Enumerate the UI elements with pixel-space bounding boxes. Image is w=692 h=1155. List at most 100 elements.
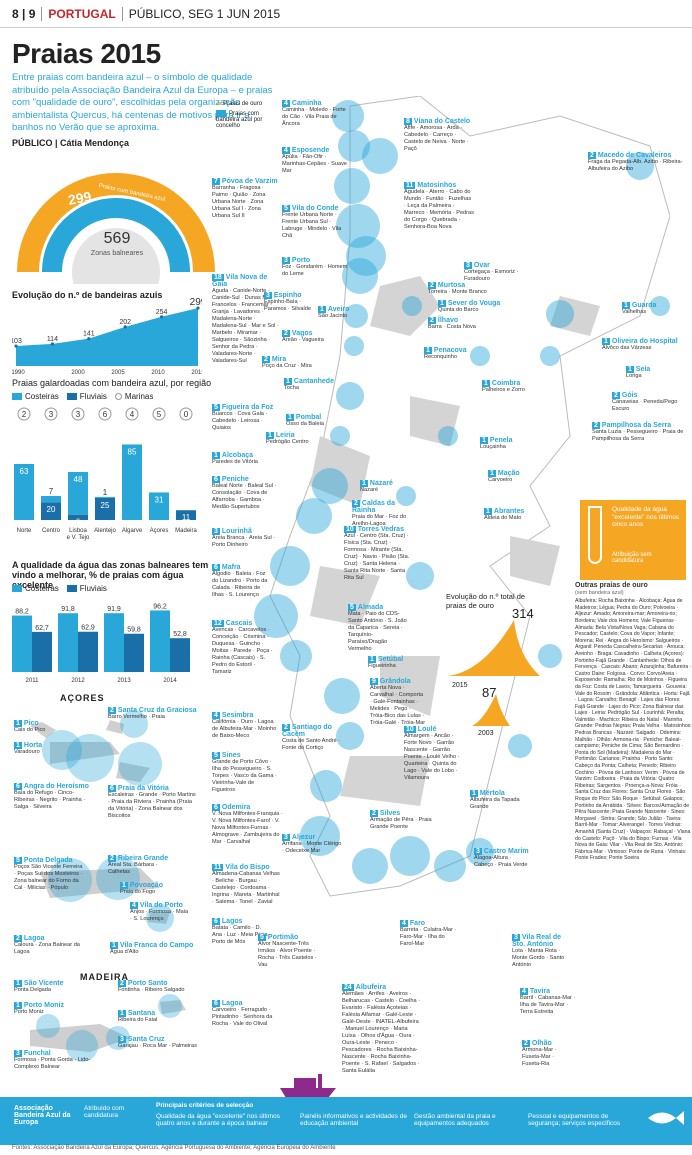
municipality-name: 8 Viana do Castelo bbox=[404, 118, 474, 125]
beach-list: Alvor Nascente-Três Irmãos · Alvor Poent… bbox=[258, 941, 317, 968]
municipality-box: 18 Vila Nova de Gaia Aguda · Canide-Norte … bbox=[212, 274, 280, 365]
evolution-area bbox=[16, 308, 198, 366]
beach-list: Caminha · Moledo · Forte do Cão · Vila P… bbox=[282, 107, 346, 127]
count-badge: 1 bbox=[120, 882, 128, 889]
beach-list: Barranha · Fragosa · Paimo · Quião · Zon… bbox=[212, 185, 266, 219]
other-gold-title: Outras praias de ouro bbox=[575, 582, 648, 589]
year-label: 2014 bbox=[163, 678, 177, 684]
bar-value: 11 bbox=[182, 513, 191, 522]
municipality-name: 1 Nazaré bbox=[360, 480, 418, 487]
count-badge: 3 bbox=[282, 834, 290, 841]
bar-fluviais bbox=[41, 502, 61, 520]
count-badge: 10 bbox=[344, 526, 356, 533]
municipality-name: Ribeira Grande bbox=[117, 855, 169, 862]
municipality-name: Faro bbox=[409, 920, 426, 927]
marina-marker bbox=[179, 407, 193, 421]
count-badge: 4 bbox=[282, 147, 290, 154]
municipality-name: Almada bbox=[357, 604, 384, 611]
municipality-box: 4 Caminha Caminha · Moledo · Forte do Cão … bbox=[282, 100, 348, 128]
count-badge: 6 bbox=[212, 1000, 220, 1007]
evolution-point bbox=[87, 337, 91, 341]
criterion-2: Painéis informativos e actividades de ed… bbox=[300, 1113, 407, 1127]
count-badge: 1 bbox=[286, 414, 294, 421]
azores-name: 1 Horta bbox=[14, 742, 54, 749]
count-badge: 2 bbox=[612, 392, 620, 399]
count-badge: 6 bbox=[108, 785, 116, 792]
municipality-name: Santa Cruz da Graciosa bbox=[117, 707, 197, 714]
beach-list: Albufeira da Tapada Grande bbox=[470, 797, 520, 810]
municipality-name: Vila Nova de Gaia bbox=[212, 274, 268, 288]
test-tube-icon bbox=[588, 506, 602, 564]
gold-value-2015: 314 bbox=[512, 606, 534, 621]
gold-value-2003: 87 bbox=[482, 685, 497, 700]
count-badge: 3 bbox=[512, 934, 520, 941]
municipality-name: 1 Cantanhede bbox=[284, 378, 334, 385]
count-badge: 1 bbox=[602, 338, 610, 345]
category-label: Madeira bbox=[175, 528, 197, 534]
municipality-name: Alcobaça bbox=[221, 452, 254, 459]
madeira-box: 1 Santana Ribeira do Faial bbox=[118, 1010, 198, 1024]
municipality-name: 1 Aveiro bbox=[318, 306, 358, 313]
count-badge: 1 bbox=[484, 508, 492, 515]
count-badge: 2 bbox=[370, 810, 378, 817]
beach-list: V. Nova Milfontes-Franquia · V. Nova Mil… bbox=[212, 811, 283, 845]
municipality-box: 3 Porto Foz · Gondarém · Homem do Leme bbox=[282, 257, 352, 278]
bar-value: 25 bbox=[101, 501, 110, 510]
municipality-name: 1 Abrantes bbox=[484, 508, 540, 515]
bar-fluviais bbox=[32, 631, 52, 672]
bar-value: 96,2 bbox=[153, 603, 167, 610]
count-badge: 1 bbox=[110, 942, 118, 949]
bar-fluviais bbox=[68, 514, 88, 520]
azores-box: 1 Vila Franca do Campo Água d'Alto bbox=[110, 942, 200, 956]
azores-box: 1 Horta Varadouro bbox=[14, 742, 54, 756]
municipality-name: 4 Faro bbox=[400, 920, 460, 927]
count-badge: 3 bbox=[14, 1050, 22, 1057]
beach-list: Canaveias · Peneda/Pego Escuro bbox=[612, 399, 678, 412]
marina-value: 3 bbox=[76, 410, 81, 419]
bar-costeiras bbox=[41, 496, 61, 503]
regions-legend: Costeiras Fluviais Marinas bbox=[12, 392, 153, 401]
bar-value: 62,9 bbox=[81, 625, 95, 632]
municipality-box: 1 Coimbra Palheiros e Zorro bbox=[482, 380, 532, 394]
municipality-box: 1 Nazaré Nazaré bbox=[360, 480, 418, 494]
beach-list: Frente Urbana Norte · Frente Urbana Sul … bbox=[282, 212, 342, 239]
bar-value: 7 bbox=[49, 487, 54, 496]
regions-title: Praias galardoadas com bandeira azul, po… bbox=[12, 378, 212, 388]
municipality-box: 6 Odemira V. Nova Milfontes-Franquia · V. … bbox=[212, 804, 288, 846]
beach-list: Almargem · Ancão · Forte Novo · Garrão N… bbox=[404, 733, 460, 781]
count-badge: 24 bbox=[342, 984, 354, 991]
municipality-name: Santa Cruz bbox=[127, 1036, 165, 1043]
beach-list: Baleal Norte · Baleal Sul · Consolação ·… bbox=[212, 483, 277, 510]
beach-list: Tocha bbox=[284, 385, 299, 391]
municipality-name: Porto Moniz bbox=[23, 1002, 64, 1009]
municipality-name: Vila do Porto bbox=[139, 902, 183, 909]
municipality-name: 1 Coimbra bbox=[482, 380, 532, 387]
evolution-value: 114 bbox=[47, 336, 58, 343]
count-badge: 3 bbox=[212, 528, 220, 535]
municipality-name: Torres Vedras bbox=[357, 526, 404, 533]
municipality-name: Cantanhede bbox=[293, 378, 334, 385]
municipality-name: Guarda bbox=[631, 302, 657, 309]
municipality-name: Santana bbox=[127, 1010, 156, 1017]
madeira-name: 3 Funchal bbox=[14, 1050, 94, 1057]
municipality-box: 3 Lourinhã Areia Branca · Areia Sul · Port… bbox=[212, 528, 278, 549]
other-gold-subtitle: (sem bandeira azul) bbox=[575, 589, 624, 596]
count-badge: 3 bbox=[464, 262, 472, 269]
marina-value: 2 bbox=[22, 410, 27, 419]
count-badge: 6 bbox=[212, 804, 220, 811]
municipality-box: 1 Penacova Reconquinho bbox=[424, 347, 484, 361]
count-badge: 2 bbox=[118, 980, 126, 987]
fish-icon bbox=[648, 1111, 684, 1125]
municipality-name: Ílhavo bbox=[437, 317, 459, 324]
count-badge: 4 bbox=[130, 902, 138, 909]
municipality-name: Povoação bbox=[129, 882, 163, 889]
evolution-point bbox=[196, 306, 200, 310]
category-label: Alentejo bbox=[94, 528, 116, 534]
municipality-name: Caminha bbox=[291, 100, 322, 107]
beach-list: Aguda · Canide-Norte · Canide-Sul · Duna… bbox=[212, 288, 279, 364]
municipality-box: 3 Espinho Espinho-Baía · Paramos · Silvald… bbox=[264, 292, 324, 313]
count-badge: 2 bbox=[592, 422, 600, 429]
bar-value: 85 bbox=[128, 447, 137, 456]
azores-name: 4 Vila do Porto bbox=[130, 902, 190, 909]
